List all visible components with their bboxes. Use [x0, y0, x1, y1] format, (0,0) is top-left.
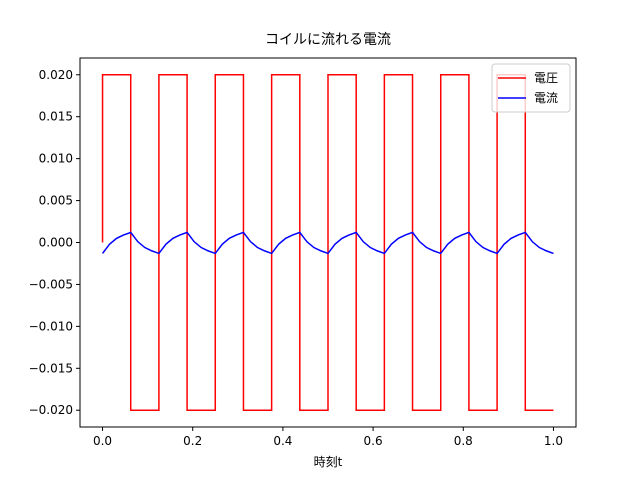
- legend-label: 電圧: [534, 71, 558, 85]
- x-tick-label: 0.0: [93, 434, 112, 448]
- y-tick-label: 0.005: [39, 194, 73, 208]
- legend-box: [491, 63, 571, 113]
- line-series: [101, 231, 554, 255]
- x-axis-label: 時刻t: [314, 455, 343, 469]
- plot-frame: [79, 57, 577, 428]
- y-tick-label: 0.020: [39, 68, 73, 82]
- y-tick-label: −0.020: [29, 403, 73, 417]
- x-tick-label: 0.6: [364, 434, 383, 448]
- x-tick-label: 0.2: [183, 434, 202, 448]
- chart-title: コイルに流れる電流: [265, 32, 391, 48]
- y-tick-label: 0.000: [39, 236, 73, 250]
- y-tick-label: 0.010: [39, 152, 73, 166]
- legend-label: 電流: [534, 91, 558, 105]
- y-tick-label: −0.015: [29, 361, 73, 375]
- x-tick-label: 0.8: [454, 434, 473, 448]
- y-tick-label: −0.005: [29, 277, 73, 291]
- y-tick-label: 0.015: [39, 110, 73, 124]
- line-series: [101, 74, 554, 411]
- x-tick-label: 0.4: [273, 434, 292, 448]
- x-tick-label: 1.0: [544, 434, 563, 448]
- y-tick-label: −0.010: [29, 319, 73, 333]
